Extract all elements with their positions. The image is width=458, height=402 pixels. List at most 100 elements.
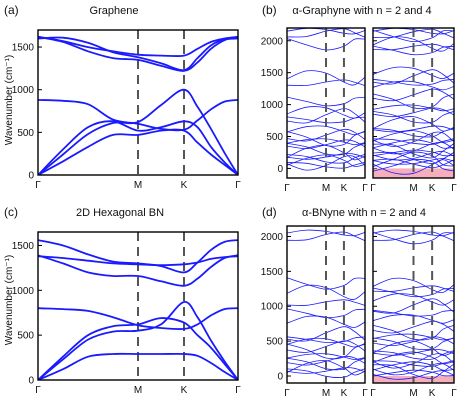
panel-c-x-tick-label: Γ [35, 385, 41, 396]
panel-c-frame [37, 231, 239, 381]
panel-b-y-tick-label: 0 [277, 164, 283, 175]
panel-a-x-tick-label: Γ [235, 180, 241, 191]
panel-c-band-line [38, 352, 238, 380]
panel-d-right-band-line [372, 360, 455, 367]
panel-d-left-band-line [286, 299, 366, 306]
panel-d-right-x-tick-label: Γ [370, 388, 376, 399]
panel-d: (d) α-BNyne with n = 2 and 4 [262, 205, 426, 219]
panel-d-y-tick-label: 1000 [261, 302, 284, 313]
panel-b-left-band-line [286, 79, 366, 86]
panel-a-band-line [38, 128, 238, 175]
panel-d-left-band-line [286, 340, 366, 353]
panel-b-right-band-line [372, 141, 455, 155]
panel-b-left-x-tick-label: Γ [362, 183, 368, 194]
panel-b-y-tick-label: 500 [266, 132, 283, 143]
panel-title-b: α-Graphyne with n = 2 and 4 [292, 5, 431, 17]
panel-c-y-tick-label: 1000 [12, 286, 35, 297]
panel-b-right-band-line [372, 88, 455, 102]
panel-b-left-band-line [286, 131, 366, 147]
panel-c-band-line [38, 317, 238, 380]
panel-b-left-band-line [286, 128, 366, 142]
panel-letter-b: (b) [262, 3, 277, 17]
panel-d-right-band-line [372, 309, 455, 317]
panel-b-right-band-line [372, 151, 455, 168]
panel-title-c: 2D Hexagonal BN [76, 207, 164, 219]
panel-c-band-line [38, 301, 238, 380]
panel-letter-c: (c) [4, 205, 18, 219]
panel-d-right-band-line [372, 353, 455, 369]
panel-b-left-band-line [286, 155, 366, 171]
panel-d-right-band-line [372, 287, 455, 298]
panel-b-right-band-line [372, 159, 455, 172]
panel-d-right-band-line [372, 232, 455, 245]
panel-d-right-x-tick-label: M [409, 388, 417, 399]
panel-a-band-line [38, 35, 238, 72]
panel-c-y-tick-label: 500 [17, 331, 34, 342]
panel-d-right-band-line [372, 336, 455, 347]
panel-d-left-frame [286, 225, 366, 384]
panel-d-right-band-line [372, 349, 455, 356]
panel-a-band-line [38, 36, 238, 72]
panel-c-x-tick-label: K [181, 385, 188, 396]
panel-d-left-x-tick-label: Γ [284, 388, 290, 399]
panel-b-right-frame [372, 27, 455, 179]
panel-b-left-band-line [286, 116, 366, 124]
panel-c-band-line [38, 255, 238, 267]
panel-d-right-band-line [372, 369, 455, 377]
panel-d-right-band-line [372, 298, 455, 314]
panel-b-left-band-line [286, 96, 366, 107]
panel-letter-a: (a) [4, 3, 19, 17]
panel-b-right-band-line [372, 111, 455, 124]
panel-d-left-band-line [286, 353, 366, 360]
panel-b-left-x-tick-label: Γ [284, 183, 290, 194]
panel-b-left-band-line [286, 153, 366, 160]
panel-d-right-band-line [372, 314, 455, 324]
panel-b-right-band-line [372, 159, 455, 175]
panel-b-right-band-line [372, 125, 455, 133]
panel-letter-d: (d) [262, 205, 277, 219]
panel-d-right-x-tick-label: Γ [451, 388, 457, 399]
panel-a-x-tick-label: M [134, 180, 142, 191]
panel-b-right-band-line [372, 149, 455, 157]
panel-b-right-x-tick-label: Γ [370, 183, 376, 194]
panel-b-left-band-line [286, 28, 366, 38]
panel-d-left-band-line [286, 357, 366, 371]
y-axis-label-a: Wavenumber (cm⁻¹) [4, 55, 15, 145]
panel-d-right-band-line [372, 285, 455, 292]
panel-d-right-band-line [372, 277, 455, 293]
panel-b-right-band-line [372, 45, 455, 56]
panel-b-right-band-line [372, 36, 455, 52]
panel-a: (a) Graphene [4, 3, 138, 17]
panel-b-left-band-line [286, 70, 366, 86]
panel-b-right-band-line [372, 29, 455, 43]
panel-b-y-tick-label: 1000 [261, 100, 284, 111]
panel-b-right-band-line [372, 131, 455, 147]
panel-d-left-band-line [286, 308, 366, 319]
panel-b-right-band-line [372, 158, 455, 165]
panel-a-band-line [38, 35, 238, 58]
panel-a-band-line [38, 99, 238, 132]
panel-c-y-tick-label: 0 [28, 376, 34, 387]
panel-b-right-band-line [372, 158, 455, 169]
panel-b-left-band-line [286, 161, 366, 169]
panel-d-left-band-line [286, 359, 366, 376]
panel-b-right-band-line [372, 69, 455, 85]
panel-b-y-tick-label: 1500 [261, 68, 284, 79]
panel-title-a: Graphene [90, 5, 139, 17]
panel-b-right-band-line [372, 80, 455, 91]
panel-b-left-band-line [286, 138, 366, 146]
panel-b-left-x-tick-label: M [322, 183, 330, 194]
panel-d-right-band-line [372, 293, 455, 306]
panel-a-y-tick-label: 500 [17, 128, 34, 139]
panel-d-left-band-line [286, 355, 366, 366]
panel-b-left-band-line [286, 125, 366, 136]
panel-d-y-tick-label: 2000 [261, 232, 284, 243]
panel-b-left-x-tick-label: K [341, 183, 348, 194]
panel-a-band-line [38, 88, 238, 175]
panel-d-right-band-line [372, 229, 455, 237]
panel-c-y-tick-label: 1500 [12, 241, 35, 252]
panel-b-left-band-line [286, 144, 366, 161]
panel-d-left-x-tick-label: M [322, 388, 330, 399]
